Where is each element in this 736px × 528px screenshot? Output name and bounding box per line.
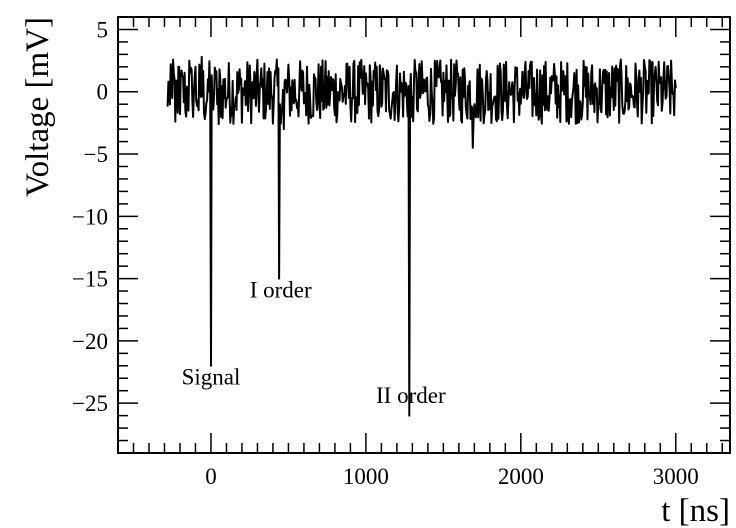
y-tick-label: −10 bbox=[72, 204, 108, 229]
y-tick-labels: 5 0 −5 −10 −15 −20 −25 bbox=[72, 17, 108, 416]
x-tick-label: 1000 bbox=[343, 464, 389, 489]
x-tick-label: 0 bbox=[205, 464, 217, 489]
x-tick-labels: 0 1000 2000 3000 bbox=[205, 464, 699, 489]
y-tick-label: −25 bbox=[72, 391, 108, 416]
annotation-label: II order bbox=[376, 383, 446, 408]
annotations: Signal I order II order bbox=[182, 277, 446, 408]
signal-trace bbox=[166, 55, 677, 417]
y-tick-label: −20 bbox=[72, 329, 108, 354]
x-axis-label: t [ns] bbox=[661, 493, 730, 528]
y-axis-label: Voltage [mV] bbox=[20, 17, 56, 197]
y-tick-label: 0 bbox=[97, 80, 109, 105]
x-tick-label: 2000 bbox=[498, 464, 544, 489]
x-tick-label: 3000 bbox=[653, 464, 699, 489]
plot-frame bbox=[117, 16, 731, 454]
annotation-label: Signal bbox=[182, 364, 241, 389]
y-tick-label: −5 bbox=[84, 142, 108, 167]
annotation-label: I order bbox=[250, 277, 312, 302]
y-tick-label: −15 bbox=[72, 267, 108, 292]
y-tick-label: 5 bbox=[97, 17, 109, 42]
